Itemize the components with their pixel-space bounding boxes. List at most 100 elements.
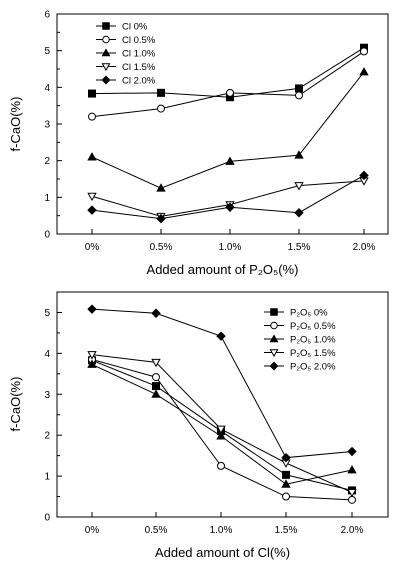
x-tick-label: 2.0% [353, 242, 376, 253]
data-point [157, 88, 165, 97]
data-point [360, 47, 368, 56]
legend-label: Cl 0.5% [122, 35, 156, 46]
data-point [347, 465, 357, 474]
plot-frame [56, 291, 389, 518]
series-1 [88, 356, 356, 495]
chart-2: 0 1 2 3 4 5 0% 0.5% 1.0% 1.5% 2.0% Added amount of … [8, 291, 389, 560]
data-point [347, 446, 357, 457]
series-3 [87, 359, 357, 488]
data-point [225, 156, 235, 165]
x-tick-label: 1.5% [288, 242, 311, 253]
x-tick-label: 0.5% [145, 525, 168, 536]
legend: Cl 0% Cl 0.5% Cl 1.0% Cl 1.5% Cl 2.0% [96, 22, 156, 87]
legend-label: P₂O₅ 2.0% [290, 362, 336, 373]
series-line [91, 359, 353, 491]
data-point [157, 104, 165, 113]
legend-marker [269, 349, 279, 358]
data-point [152, 373, 160, 382]
data-point [217, 461, 225, 470]
x-tick-label: 1.0% [210, 525, 233, 536]
data-point [282, 492, 290, 501]
data-point [226, 88, 234, 97]
data-point [87, 359, 97, 368]
y-tick-label: 1 [44, 472, 50, 483]
legend-label: Cl 0% [122, 22, 148, 33]
series-2 [88, 355, 356, 504]
series-2 [88, 47, 368, 121]
y-tick-label: 2 [44, 431, 50, 442]
series-line [91, 71, 365, 189]
data-point [156, 213, 166, 224]
y-tick-label: 6 [44, 10, 50, 21]
y-tick-label: 4 [44, 349, 50, 360]
legend: P₂O₅ 0% P₂O₅ 0.5% P₂O₅ 1.0% P₂O₅ 1.5% P₂O₅ 2… [264, 308, 336, 373]
y-axis-label: f-CaO(%) [8, 97, 23, 152]
data-point [151, 308, 161, 319]
data-point [281, 479, 291, 488]
legend-label: Cl 1.0% [122, 49, 156, 60]
data-point [282, 470, 290, 479]
y-axis-label: f-CaO(%) [8, 377, 23, 432]
y-tick-label: 0 [44, 230, 50, 241]
data-point [88, 89, 96, 98]
legend-marker [269, 361, 279, 371]
data-point [151, 389, 161, 398]
data-point [359, 67, 369, 76]
x-tick-label: 0.5% [150, 242, 173, 253]
data-point [295, 91, 303, 100]
data-point [294, 208, 304, 218]
data-point [294, 182, 304, 191]
data-point [87, 205, 97, 215]
series-5 [87, 304, 357, 463]
data-point [87, 192, 97, 202]
legend-marker [101, 48, 111, 57]
data-point [347, 488, 357, 498]
data-point [281, 452, 291, 463]
x-tick-label: 1.5% [275, 525, 298, 536]
series-line [91, 354, 353, 493]
legend-marker [101, 63, 111, 72]
legend-label: P₂O₅ 0% [290, 308, 328, 319]
y-tick-label: 4 [44, 83, 50, 94]
x-tick-label: 0% [85, 242, 100, 253]
data-point [156, 183, 166, 192]
y-tick-label: 2 [44, 156, 50, 167]
legend-marker [102, 35, 110, 44]
data-point [216, 431, 226, 440]
legend-label: P₂O₅ 0.5% [290, 321, 336, 332]
data-point [152, 382, 160, 391]
x-tick-label: 0% [85, 525, 100, 536]
chart-1: 0 1 2 3 4 5 6 0% 0.5% 1.0% 1.5% 2.0% Added amount of… [8, 10, 389, 277]
legend-label: Cl 2.0% [122, 76, 156, 87]
data-point [216, 425, 226, 434]
legend-marker [270, 308, 278, 316]
y-tick-label: 5 [44, 308, 50, 319]
x-tick-label: 1.0% [219, 242, 242, 253]
data-point [225, 202, 235, 212]
x-axis-label: Added amount of Cl(%) [155, 545, 290, 560]
x-axis-label: Added amount of P₂O₅(%) [147, 262, 299, 277]
y-tick-label: 0 [44, 513, 50, 524]
data-point [216, 331, 226, 341]
data-point [88, 112, 96, 121]
legend-marker [269, 334, 279, 343]
series-5 [87, 170, 369, 224]
series-3 [87, 67, 369, 192]
data-point [87, 351, 97, 360]
y-tick-label: 3 [44, 120, 50, 131]
y-tick-label: 1 [44, 193, 50, 204]
data-point [87, 304, 97, 314]
legend-marker [270, 321, 278, 330]
legend-marker [101, 75, 111, 85]
data-point [348, 495, 356, 504]
data-point [295, 84, 303, 93]
legend-label: P₂O₅ 1.0% [290, 335, 336, 346]
data-point [294, 150, 304, 159]
y-tick-label: 3 [44, 390, 50, 401]
legend-label: Cl 1.5% [122, 62, 156, 73]
series-4 [87, 177, 369, 222]
series-4 [87, 351, 357, 498]
x-tick-label: 2.0% [341, 525, 364, 536]
data-point [151, 358, 161, 368]
